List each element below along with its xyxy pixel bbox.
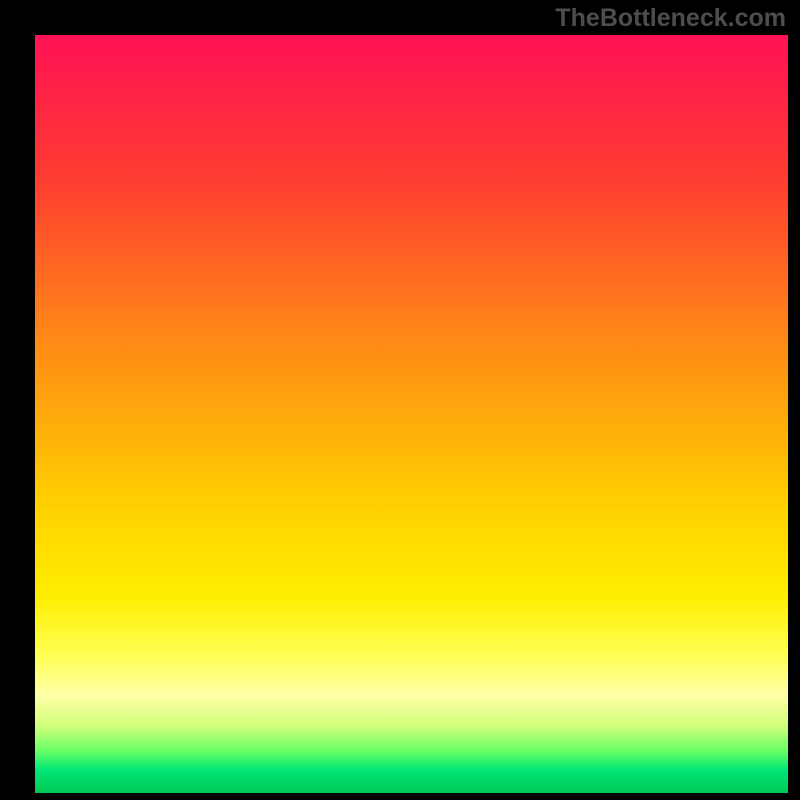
watermark-text: TheBottleneck.com (555, 4, 786, 33)
chart-container: TheBottleneck.com (0, 0, 800, 800)
plot-area (35, 35, 788, 793)
plot-gradient-background (35, 35, 788, 793)
